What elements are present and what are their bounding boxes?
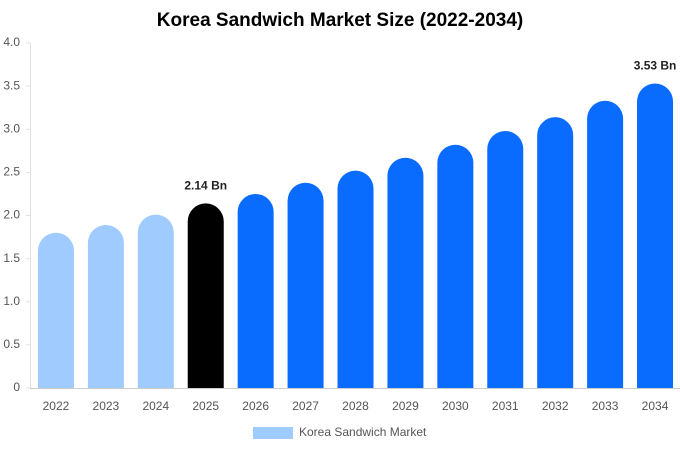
x-tick-label: 2030 [442, 399, 469, 413]
y-tick-label: 2.5 [3, 165, 20, 179]
bar [37, 232, 74, 388]
legend-swatch [253, 427, 293, 439]
y-tick-label: 3.0 [3, 121, 20, 135]
x-tick-label: 2024 [142, 399, 169, 413]
bar [587, 100, 624, 388]
value-label: 2.14 Bn [184, 179, 227, 193]
x-tick-label: 2032 [542, 399, 569, 413]
value-label: 3.53 Bn [634, 59, 677, 73]
x-tick-label: 2029 [392, 399, 419, 413]
bar [237, 193, 274, 388]
y-tick-label: 0.5 [3, 337, 20, 351]
y-tick-label: 2.0 [3, 208, 20, 222]
bar [137, 214, 174, 388]
x-tick-label: 2033 [592, 399, 619, 413]
x-tick-label: 2025 [192, 399, 219, 413]
bar [637, 83, 674, 388]
y-tick-label: 1.0 [3, 294, 20, 308]
x-tick-label: 2027 [292, 399, 319, 413]
bar [337, 170, 374, 388]
bar [187, 203, 224, 388]
y-tick-label: 1.5 [3, 251, 20, 265]
bar [437, 144, 474, 388]
legend-label: Korea Sandwich Market [299, 425, 427, 439]
x-tick-label: 2026 [242, 399, 269, 413]
bar [387, 157, 424, 388]
y-tick-label: 4.0 [3, 35, 20, 49]
x-tick-label: 2034 [642, 399, 669, 413]
y-tick-label: 3.5 [3, 78, 20, 92]
bar [537, 117, 574, 389]
bar [287, 182, 324, 388]
bar [487, 130, 524, 388]
chart-title: Korea Sandwich Market Size (2022-2034) [157, 10, 523, 31]
bar [87, 224, 124, 388]
x-tick-label: 2023 [93, 399, 120, 413]
x-tick-label: 2022 [43, 399, 70, 413]
y-tick-label: 0 [13, 380, 20, 394]
x-tick-label: 2031 [492, 399, 519, 413]
x-tick-label: 2028 [342, 399, 369, 413]
